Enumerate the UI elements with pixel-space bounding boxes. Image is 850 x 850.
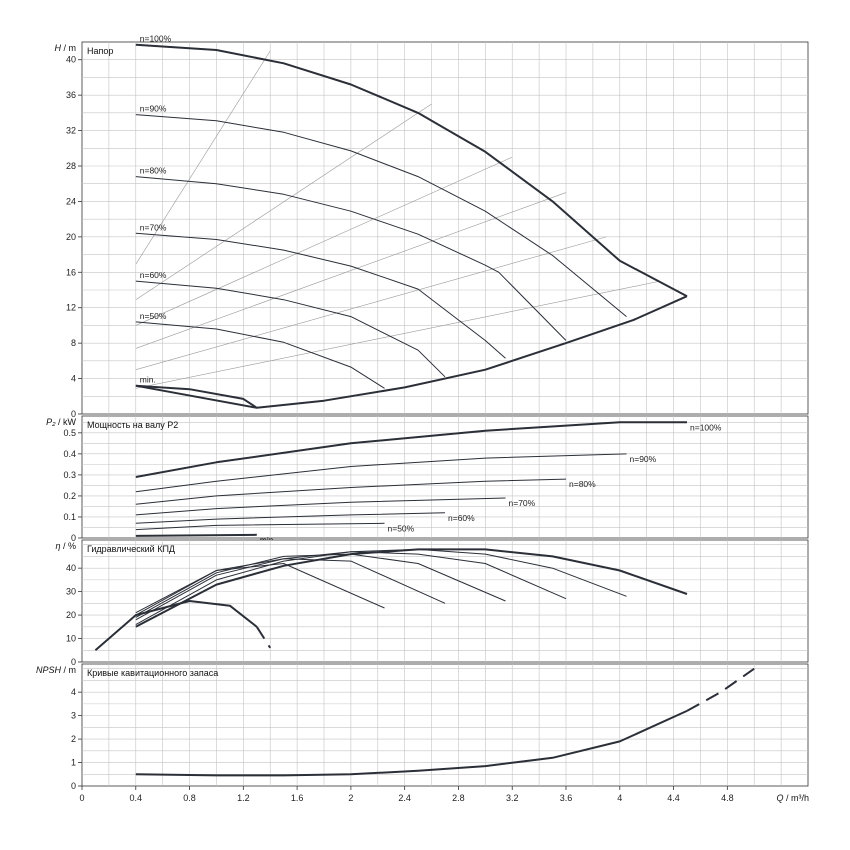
series-line [135,280,446,378]
series-label: n=50% [388,523,415,533]
series-label: n=60% [448,513,475,523]
x-tick-label: 0.4 [130,793,143,803]
x-tick-label: 1.6 [291,793,304,803]
y-tick-label: 0.1 [63,512,76,522]
x-tick-label: 2.8 [452,793,465,803]
y-tick-label: 12 [66,303,76,313]
y-tick-label: 16 [66,267,76,277]
y-tick-label: 20 [66,610,76,620]
series-line [135,232,506,359]
y-axis-label: H / m [55,43,77,53]
y-tick-label: 0.2 [63,491,76,501]
series-line [135,551,567,621]
y-tick-label: 0 [71,533,76,543]
x-tick-label: 1.2 [237,793,250,803]
series-label: n=70% [509,498,536,508]
efficiency-isoline [135,192,567,349]
x-tick-label: 2 [348,793,353,803]
series-label: min. [140,375,156,385]
series-line [135,512,446,524]
series-line [135,43,688,298]
y-tick-label: 40 [66,55,76,65]
series-line [135,384,258,409]
panel-title: Гидравлический КПД [87,544,175,554]
series-label: n=80% [140,166,167,176]
y-tick-label: 24 [66,196,76,206]
y-tick-label: 36 [66,90,76,100]
series-line [255,626,272,649]
series-line [135,709,688,777]
y-axis-label: NPSH / m [36,665,76,675]
series-line [135,558,446,616]
series-line [135,497,506,516]
y-tick-label: 0.5 [63,428,76,438]
y-tick-label: 3 [71,711,76,721]
series-label: n=60% [140,270,167,280]
x-tick-label: 0.8 [183,793,196,803]
y-tick-label: 32 [66,126,76,136]
series-line [135,114,627,317]
series-line [135,421,687,478]
y-tick-label: 0 [71,781,76,791]
x-tick-label: 4 [617,793,622,803]
series-label: n=100% [690,422,722,432]
y-tick-label: 4 [71,687,76,697]
y-axis-label: P₂ / kW [46,417,76,427]
series-line [135,553,506,618]
series-line [135,522,385,531]
series-label: n=80% [569,479,596,489]
panel-frame [81,41,809,415]
x-tick-label: 3.2 [506,793,519,803]
series-line [135,321,385,389]
x-tick-label: 3.6 [560,793,573,803]
y-tick-label: 30 [66,587,76,597]
y-axis-label: η / % [55,541,76,551]
x-tick-label: 4.8 [721,793,734,803]
series-line [135,176,567,341]
x-tick-label: 2.4 [398,793,411,803]
y-tick-label: 0.3 [63,470,76,480]
series-line [135,563,385,614]
x-tick-label: 0 [79,793,84,803]
y-tick-label: 2 [71,734,76,744]
panel-title: Кривые кавитационного запаса [87,668,218,678]
series-line [135,295,688,409]
series-line [94,600,258,652]
efficiency-isoline [135,280,661,389]
y-tick-label: 1 [71,758,76,768]
y-tick-label: 0.4 [63,449,76,459]
y-tick-label: 4 [71,374,76,384]
series-line [135,453,627,493]
panel-title: Мощность на валу P2 [87,420,178,430]
y-tick-label: 40 [66,563,76,573]
series-label: n=90% [140,104,167,114]
panel-frame [81,415,809,539]
y-tick-label: 8 [71,338,76,348]
series-line [686,667,755,712]
y-tick-label: 0 [71,657,76,667]
y-tick-label: 10 [66,634,76,644]
efficiency-isoline [135,156,513,326]
series-label: n=50% [140,311,167,321]
series-line [135,533,257,537]
x-axis-label: Q / m³/h [776,793,809,803]
series-label: n=70% [140,222,167,232]
y-tick-label: 28 [66,161,76,171]
series-label: n=90% [630,454,657,464]
efficiency-isoline [135,103,432,300]
y-tick-label: 0 [71,409,76,419]
panel-frame [81,663,809,787]
series-line [135,548,627,625]
efficiency-isoline [135,50,271,265]
panel-title: Напор [87,46,113,56]
x-tick-label: 4.4 [667,793,680,803]
y-tick-label: 20 [66,232,76,242]
series-label: n=100% [140,34,172,44]
panel-frame [81,539,809,663]
series-line [135,478,567,505]
efficiency-isoline [135,236,607,371]
